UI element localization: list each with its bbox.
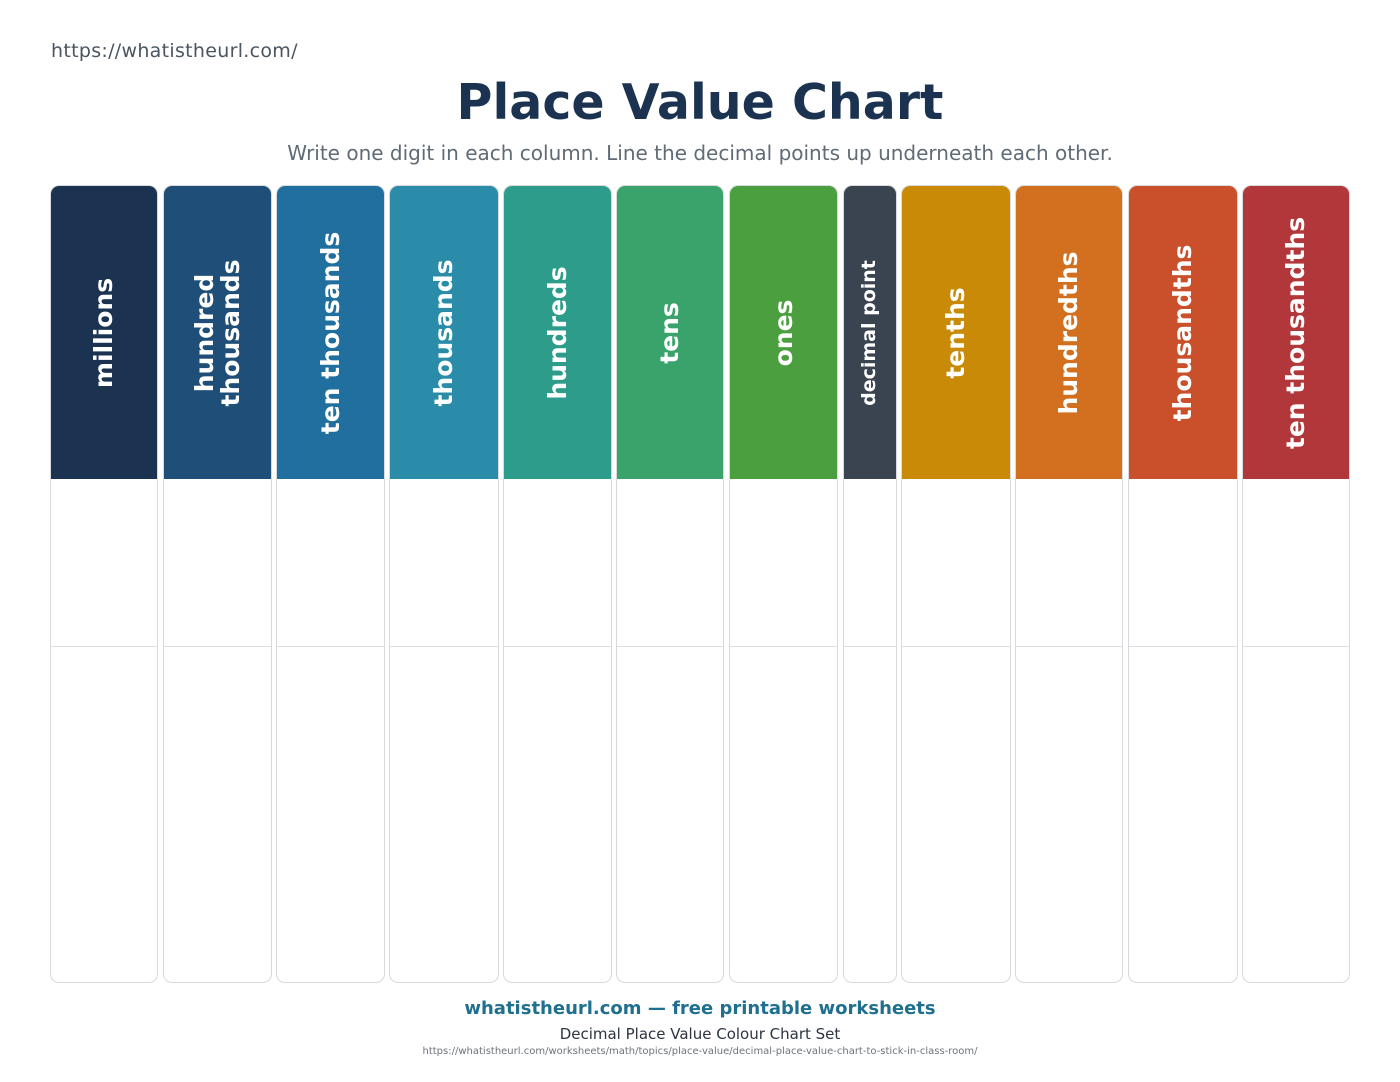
- cell-divider: [277, 646, 384, 647]
- column-header: thousandths: [1129, 186, 1237, 479]
- column-label: ones: [768, 299, 798, 366]
- column-label: thousands: [428, 258, 458, 407]
- column-label: ten thousands: [315, 231, 345, 434]
- column-label: thousandths: [1167, 244, 1197, 421]
- place-column: millions: [50, 185, 158, 983]
- cell-divider: [390, 646, 498, 647]
- column-header: millions: [51, 186, 157, 479]
- footer-url: https://whatistheurl.com/worksheets/math…: [422, 1046, 978, 1057]
- column-label: ten thousandths: [1280, 216, 1310, 449]
- cell-divider: [1243, 646, 1349, 647]
- column-header: decimal point: [844, 186, 896, 479]
- cell-divider: [844, 646, 896, 647]
- place-column: decimal point: [843, 185, 897, 983]
- footer-set-name: Decimal Place Value Colour Chart Set: [559, 1025, 841, 1043]
- cell-divider: [1016, 646, 1122, 647]
- place-column: ten thousandths: [1242, 185, 1350, 983]
- place-column: ten thousands: [276, 185, 385, 983]
- column-header: tens: [617, 186, 723, 479]
- column-label: hundreds: [542, 265, 572, 400]
- cell-divider: [504, 646, 611, 647]
- column-label: tenths: [940, 286, 970, 379]
- page-title: Place Value Chart: [456, 74, 944, 131]
- column-header: hundred thousands: [164, 186, 271, 479]
- column-header: ten thousands: [277, 186, 384, 479]
- place-column: hundreds: [503, 185, 612, 983]
- place-column: tens: [616, 185, 724, 983]
- place-column: hundred thousands: [163, 185, 272, 983]
- cell-divider: [730, 646, 837, 647]
- cell-divider: [902, 646, 1010, 647]
- place-column: thousands: [389, 185, 499, 983]
- place-column: ones: [729, 185, 838, 983]
- cell-divider: [164, 646, 271, 647]
- column-header: thousands: [390, 186, 498, 479]
- column-label: hundredths: [1053, 250, 1083, 415]
- column-header: hundreds: [504, 186, 611, 479]
- column-label: tens: [654, 301, 684, 364]
- cell-divider: [51, 646, 157, 647]
- column-label: hundred thousands: [189, 258, 245, 407]
- place-column: hundredths: [1015, 185, 1123, 983]
- cell-divider: [1129, 646, 1237, 647]
- column-header: tenths: [902, 186, 1010, 479]
- column-header: hundredths: [1016, 186, 1122, 479]
- column-label: millions: [88, 277, 118, 388]
- place-column: thousandths: [1128, 185, 1238, 983]
- page-subtitle: Write one digit in each column. Line the…: [287, 141, 1113, 165]
- column-header: ones: [730, 186, 837, 479]
- place-column: tenths: [901, 185, 1011, 983]
- source-url: https://whatistheurl.com/: [51, 40, 298, 62]
- column-header: ten thousandths: [1243, 186, 1349, 479]
- column-label: decimal point: [858, 259, 881, 406]
- footer-brand: whatistheurl.com — free printable worksh…: [464, 998, 936, 1019]
- cell-divider: [617, 646, 723, 647]
